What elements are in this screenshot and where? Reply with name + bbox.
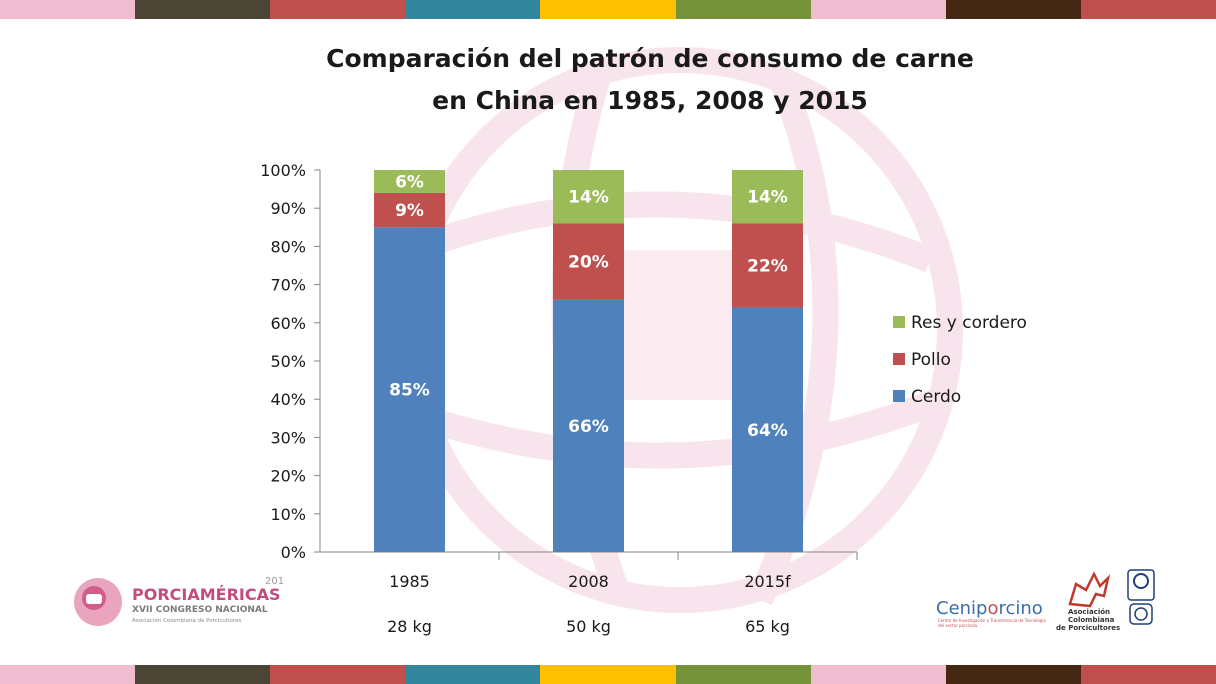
legend-swatch [893, 316, 905, 328]
legend-label: Pollo [911, 350, 951, 370]
data-label: 85% [389, 381, 430, 401]
stripe-segment [270, 665, 406, 684]
bar-segment [553, 170, 624, 224]
chart-title-line-1: Comparación del patrón de consumo de car… [326, 44, 974, 73]
stripe-segment [135, 665, 271, 684]
legend-swatch [893, 390, 905, 402]
chart-title: Comparación del patrón de consumo de car… [300, 38, 1000, 122]
bottom-color-stripe [0, 665, 1216, 684]
asociacion-line-3: de Porcicultores [1056, 624, 1120, 632]
stripe-segment [675, 0, 811, 19]
y-tick-label: 10% [270, 505, 306, 524]
bar-segment [553, 299, 624, 552]
stripe-segment [405, 0, 541, 19]
porciamericas-year: 2014 [265, 576, 285, 587]
ceniporcino-name-b: rcino [999, 598, 1043, 619]
data-label: 9% [395, 201, 424, 221]
y-tick-label: 0% [281, 543, 306, 562]
svg-text:Ceniporcino: Ceniporcino [936, 598, 1043, 619]
certification-seal-icon [1127, 569, 1155, 625]
legend-swatch [893, 353, 905, 365]
asociacion-line-1: Asociación [1068, 608, 1110, 616]
stripe-segment [0, 665, 136, 684]
bar-segment [374, 227, 445, 553]
bar-segment [732, 170, 803, 224]
stripe-segment [1080, 665, 1216, 684]
data-label: 6% [395, 172, 424, 192]
stripe-segment [0, 0, 136, 19]
data-label: 22% [747, 257, 788, 277]
bar-segment [374, 192, 445, 228]
asociacion-logo: Asociación Colombiana de Porcicultores [1056, 569, 1155, 632]
y-tick-label: 80% [270, 237, 306, 256]
x-tick-label: 2008 [568, 572, 609, 591]
asociacion-line-2: Colombiana [1068, 616, 1115, 624]
bar-segment [374, 170, 445, 193]
ceniporcino-name-a: Cenip [936, 598, 987, 619]
bar-segment [732, 307, 803, 552]
chart-title-line-2: en China en 1985, 2008 y 2015 [432, 86, 868, 115]
top-color-stripe [0, 0, 1216, 19]
stripe-segment [540, 665, 676, 684]
porciamericas-name: PORCIAMÉRICAS [132, 585, 281, 604]
y-tick-label: 100% [260, 161, 306, 180]
y-tick-label: 70% [270, 276, 306, 295]
stripe-segment [810, 0, 946, 19]
y-tick-label: 90% [270, 199, 306, 218]
x-tick-sublabel: 50 kg [566, 617, 611, 636]
porciamericas-subtitle: XVII CONGRESO NACIONAL [132, 605, 268, 615]
x-tick-label: 1985 [389, 572, 430, 591]
y-tick-label: 30% [270, 428, 306, 447]
y-tick-label: 50% [270, 352, 306, 371]
stripe-segment [135, 0, 271, 19]
stripe-segment [945, 665, 1081, 684]
data-label: 14% [747, 188, 788, 208]
porciamericas-logo: 2014 PORCIAMÉRICAS XVII CONGRESO NACIONA… [74, 576, 285, 626]
legend-label: Cerdo [911, 387, 961, 407]
data-label: 64% [747, 421, 788, 441]
stripe-segment [1080, 0, 1216, 19]
data-label: 66% [568, 417, 609, 437]
y-tick-label: 40% [270, 390, 306, 409]
y-tick-label: 60% [270, 314, 306, 333]
y-tick-label: 20% [270, 467, 306, 486]
data-label: 20% [568, 253, 609, 273]
stripe-segment [810, 665, 946, 684]
data-label: 14% [568, 188, 609, 208]
x-tick-sublabel: 65 kg [745, 617, 790, 636]
ceniporcino-tagline: Centro de Investigación y Transferencia … [938, 618, 1046, 628]
bar-segment [553, 223, 624, 300]
stripe-segment [405, 665, 541, 684]
x-tick-label: 2015f [744, 572, 791, 591]
bar-segment [732, 223, 803, 308]
porciamericas-org: Asociación Colombiana de Porcicultores [132, 617, 241, 624]
x-tick-sublabel: 28 kg [387, 617, 432, 636]
stripe-segment [540, 0, 676, 19]
ceniporcino-logo: Ceniporcino Centro de Investigación y Tr… [936, 598, 1046, 628]
stripe-segment [270, 0, 406, 19]
legend-label: Res y cordero [911, 313, 1027, 333]
stripe-segment [945, 0, 1081, 19]
stripe-segment [675, 665, 811, 684]
